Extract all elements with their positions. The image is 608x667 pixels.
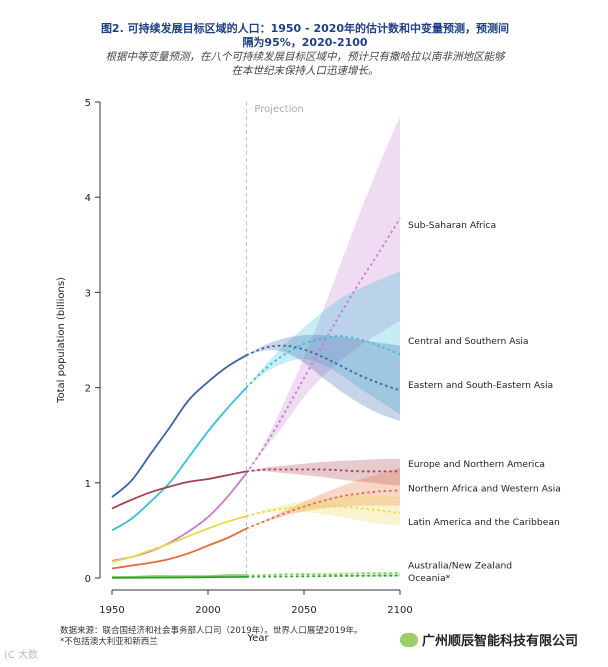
projection-label: Projection: [254, 104, 303, 115]
x-axis-label: Year: [246, 633, 269, 644]
line-estimate-csa: [111, 386, 248, 532]
band-ena: [246, 458, 400, 486]
line-estimate-oce: [111, 576, 247, 579]
y-tick-label: 4: [85, 193, 91, 204]
y-tick-label: 1: [85, 479, 91, 490]
subtitle-line-1: 根据中等变量预测，在八个可持续发展目标区域中，预计只有撒哈拉以南非洲地区能够: [105, 51, 505, 63]
line-projection-esea: [246, 344, 401, 392]
series-label-nawa: Northern Africa and Western Asia: [408, 484, 561, 495]
wechat-icon: [400, 632, 418, 647]
line-projection-ssa: [245, 217, 401, 474]
band-oce: [246, 574, 400, 577]
series-label-csa: Central and Southern Asia: [408, 336, 529, 347]
series-label-esea: Eastern and South-Eastern Asia: [408, 380, 553, 391]
band-anz: [246, 571, 400, 576]
chart-axes: Projection 0 1 2 3 4 5 Total population (billio…: [56, 98, 413, 644]
line-projection-lac: [246, 504, 401, 517]
series-label-lac: Latin America and the Caribbean: [408, 517, 560, 528]
y-axis-label: Total population (billions): [56, 277, 67, 404]
line-projection-oce: [246, 574, 401, 578]
line-estimate-esea: [111, 354, 247, 498]
chart-subtitle: 根据中等变量预测，在八个可持续发展目标区域中，预计只有撒哈拉以南非洲地区能够 在…: [60, 50, 550, 78]
x-tick-label: 2100: [387, 605, 412, 616]
series-label-ena: Europe and Northern America: [408, 459, 545, 470]
y-tick-label: 0: [85, 574, 91, 585]
title-line-1: 图2. 可持续发展目标区域的人口：1950 - 2020年的估计数和中变量预测，…: [100, 22, 510, 35]
watermark-company: 广州顺辰智能科技有限公司: [422, 634, 579, 649]
subtitle-line-2: 在本世纪末保持人口迅速增长。: [231, 65, 379, 77]
y-tick-label: 3: [85, 288, 91, 299]
line-projection-anz: [246, 572, 400, 577]
source-note: 数据来源：联合国经济和社会事务部人口司（2019年）。世界人口展望2019年。: [60, 626, 363, 636]
x-tick-label: 1950: [99, 605, 124, 616]
band-esea: [246, 334, 400, 421]
prediction-bands: [246, 116, 400, 577]
series-label-ssa: Sub-Saharan Africa: [408, 220, 496, 231]
series-lines: [111, 217, 401, 579]
series-label-anz: Australia/New Zealand: [408, 561, 512, 572]
y-tick-label: 2: [85, 384, 91, 395]
line-estimate-ssa: [111, 472, 248, 562]
line-projection-ena: [246, 468, 400, 473]
series-labels: Sub-Saharan Africa Central and Southern A…: [408, 220, 561, 584]
line-estimate-ena: [111, 470, 247, 510]
series-label-oce: Oceania*: [408, 573, 451, 584]
line-estimate-lac: [111, 515, 247, 563]
band-ssa: [246, 116, 400, 474]
x-tick-label: 2000: [195, 605, 220, 616]
oceania-note: *不包括澳大利亚和新西兰: [60, 637, 158, 647]
y-tick-label: 5: [85, 98, 91, 109]
footer: 数据来源：联合国经济和社会事务部人口司（2019年）。世界人口展望2019年。 …: [60, 626, 390, 648]
band-csa: [246, 271, 400, 415]
band-lac: [246, 495, 400, 526]
line-estimate-nawa: [111, 527, 247, 570]
corner-watermark: (C 大数: [4, 650, 39, 661]
x-tick-label: 2050: [291, 605, 316, 616]
band-nawa: [246, 467, 400, 529]
watermark: 广州顺辰智能科技有限公司: [400, 630, 578, 649]
line-projection-csa: [245, 335, 401, 389]
title-line-2: 隔为95%，2020-2100: [242, 36, 368, 49]
chart-title: 图2. 可持续发展目标区域的人口：1950 - 2020年的估计数和中变量预测，…: [70, 22, 540, 50]
